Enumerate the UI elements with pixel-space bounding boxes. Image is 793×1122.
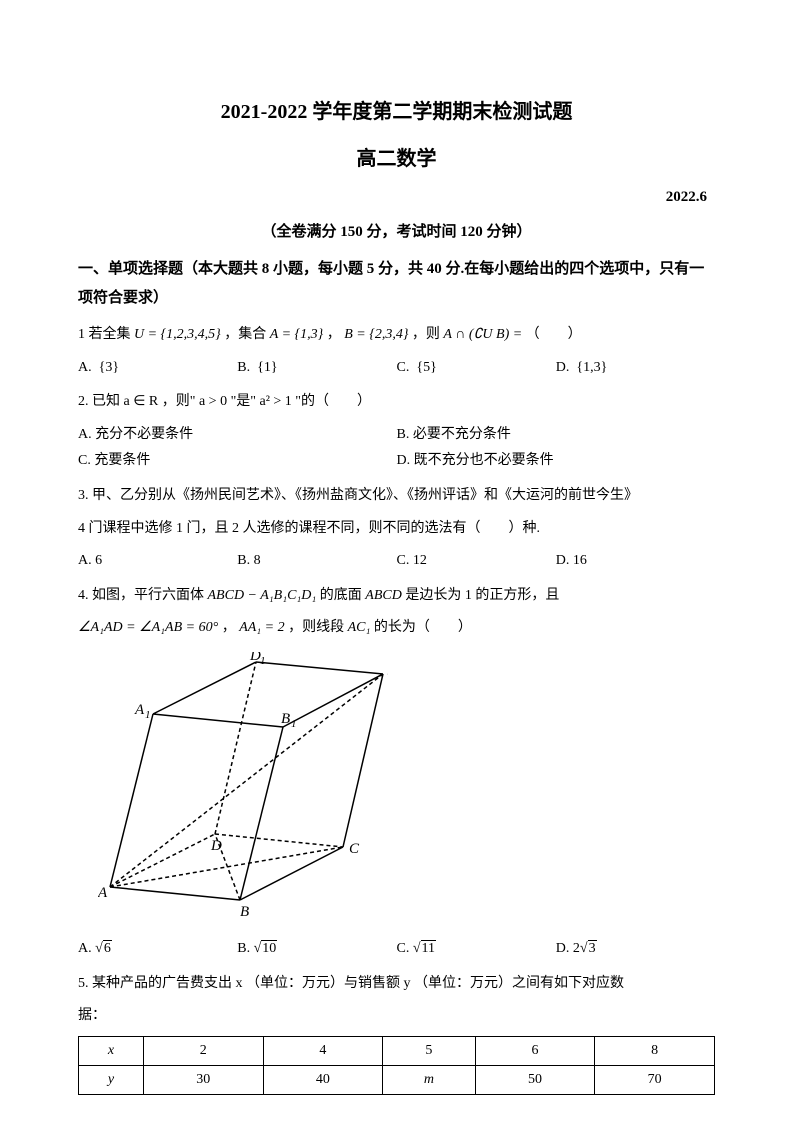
- q4-figure: ABCDA1B1C1D1: [98, 652, 715, 922]
- table-cell: 5: [383, 1036, 475, 1065]
- svg-text:1: 1: [291, 718, 297, 730]
- q2-opt-a: A. 充分不必要条件: [78, 422, 397, 449]
- table-cell: 6: [475, 1036, 595, 1065]
- svg-text:B: B: [240, 904, 249, 917]
- q4-b-rad: 10: [261, 940, 277, 956]
- q1-set-a: A = {1,3}: [270, 327, 323, 342]
- svg-text:A: A: [134, 702, 145, 718]
- q4-c-label: C.: [397, 941, 413, 956]
- svg-text:C: C: [387, 666, 388, 682]
- q4-base: ABCD: [365, 588, 402, 603]
- q4-d-coef: 2: [573, 941, 580, 956]
- svg-text:1: 1: [145, 709, 151, 721]
- exam-date: 2022.6: [78, 189, 715, 206]
- table-head-y: y: [79, 1065, 144, 1094]
- q1-expr: A ∩ (∁U B) =: [443, 327, 525, 342]
- q4-d-rad: 3: [588, 940, 597, 956]
- table-cell: 4: [263, 1036, 383, 1065]
- exam-fullscore: （全卷满分 150 分，考试时间 120 分钟）: [78, 220, 715, 241]
- q4-l2e: AC₁: [348, 620, 371, 635]
- q1-text-c: ，: [327, 327, 345, 342]
- q3-opt-d: D. 16: [556, 548, 715, 575]
- parallelepiped-svg: ABCDA1B1C1D1: [98, 652, 388, 917]
- question-1: 1 若全集 U = {1,2,3,4,5} ，集合 A = {1,3} ， B …: [78, 322, 715, 349]
- q2-options: A. 充分不必要条件 B. 必要不充分条件 C. 充要条件 D. 既不充分也不必…: [78, 422, 715, 475]
- q2-opt-b: B. 必要不充分条件: [397, 422, 716, 449]
- table-head-x: x: [79, 1036, 144, 1065]
- q1-index: 1: [78, 327, 85, 342]
- q2-opt-c: C. 充要条件: [78, 448, 397, 475]
- q4-l2b: ，: [222, 620, 240, 635]
- q4-l2d: ，则线段: [288, 620, 348, 635]
- question-2: 2. 已知 a ∈ R ，则" a > 0 "是" a² > 1 "的（ ）: [78, 389, 715, 416]
- table-cell: 8: [595, 1036, 715, 1065]
- table-cell-m: m: [383, 1065, 475, 1094]
- q1-options: A. {3} B. {1} C. {5} D. {1,3}: [78, 355, 715, 382]
- q4-solid: ABCD − A₁B₁C₁D₁: [208, 588, 317, 603]
- q1-opt-d-val: {1,3}: [576, 360, 607, 375]
- q1-paren: （ ）: [526, 327, 582, 342]
- q4-l1b: 的底面: [320, 588, 366, 603]
- q4-a-label: A.: [78, 941, 95, 956]
- question-5-line2: 据：: [78, 1003, 715, 1030]
- q1-text-d: ，则: [412, 327, 444, 342]
- q1-opt-a-val: {3}: [99, 360, 119, 375]
- q4-l2f: 的长为（ ）: [374, 620, 472, 635]
- q3-opt-b: B. 8: [237, 548, 396, 575]
- q2-opt-d: D. 既不充分也不必要条件: [397, 448, 716, 475]
- question-4-line1: 4. 如图，平行六面体 ABCD − A₁B₁C₁D₁ 的底面 ABCD 是边长…: [78, 583, 715, 610]
- q1-opt-c: C. {5}: [397, 355, 556, 382]
- page-title: 2021-2022 学年度第二学期期末检测试题: [78, 95, 715, 124]
- q4-options: A. 6 B. 10 C. 11 D. 23: [78, 936, 715, 963]
- q1-text-a: 若全集: [85, 327, 131, 342]
- q1-opt-b-val: {1}: [257, 360, 277, 375]
- table-cell: 40: [263, 1065, 383, 1094]
- q1-opt-b: B. {1}: [237, 355, 396, 382]
- svg-text:D: D: [210, 838, 222, 854]
- question-4-line2: ∠A₁AD = ∠A₁AB = 60° ， AA₁ = 2 ，则线段 AC₁ 的…: [78, 615, 715, 642]
- q1-opt-d: D. {1,3}: [556, 355, 715, 382]
- svg-text:B: B: [281, 711, 290, 727]
- q4-c-rad: 11: [421, 940, 436, 956]
- q1-opt-c-val: {5}: [416, 360, 436, 375]
- q4-d-label: D.: [556, 941, 573, 956]
- q1-set-u: U = {1,2,3,4,5}: [134, 327, 221, 342]
- page-subtitle: 高二数学: [78, 142, 715, 171]
- q3-options: A. 6 B. 8 C. 12 D. 16: [78, 548, 715, 575]
- q4-opt-a: A. 6: [78, 936, 237, 963]
- svg-text:A: A: [98, 885, 108, 901]
- q4-opt-c: C. 11: [397, 936, 556, 963]
- svg-text:1: 1: [260, 655, 266, 667]
- q1-set-b: B = {2,3,4}: [344, 327, 408, 342]
- table-cell: 70: [595, 1065, 715, 1094]
- svg-text:C: C: [349, 841, 360, 857]
- table-cell: 50: [475, 1065, 595, 1094]
- q3-opt-a: A. 6: [78, 548, 237, 575]
- q1-opt-a: A. {3}: [78, 355, 237, 382]
- q4-opt-b: B. 10: [237, 936, 396, 963]
- q4-l1a: 4. 如图，平行六面体: [78, 588, 208, 603]
- table-row: y 30 40 m 50 70: [79, 1065, 715, 1094]
- question-5-line1: 5. 某种产品的广告费支出 x （单位：万元）与销售额 y （单位：万元）之间有…: [78, 971, 715, 998]
- q3-opt-c: C. 12: [397, 548, 556, 575]
- question-3-line1: 3. 甲、乙分别从《扬州民间艺术》、《扬州盐商文化》、《扬州评话》和《大运河的前…: [78, 483, 715, 510]
- section-1-heading: 一、单项选择题（本大题共 8 小题，每小题 5 分，共 40 分.在每小题给出的…: [78, 255, 715, 312]
- q4-opt-d: D. 23: [556, 936, 715, 963]
- table-cell: 30: [143, 1065, 263, 1094]
- table-row: x 2 4 5 6 8: [79, 1036, 715, 1065]
- q4-l2a: ∠A₁AD = ∠A₁AB = 60°: [78, 620, 218, 635]
- q4-a-rad: 6: [103, 940, 112, 956]
- q1-text-b: ，集合: [224, 327, 270, 342]
- question-3-line2: 4 门课程中选修 1 门，且 2 人选修的课程不同，则不同的选法有（ ）种.: [78, 516, 715, 543]
- q4-l2c: AA₁ = 2: [239, 620, 284, 635]
- q4-l1c: 是边长为 1 的正方形，且: [405, 588, 559, 603]
- q4-b-label: B.: [237, 941, 253, 956]
- q5-table: x 2 4 5 6 8 y 30 40 m 50 70: [78, 1036, 715, 1095]
- table-cell: 2: [143, 1036, 263, 1065]
